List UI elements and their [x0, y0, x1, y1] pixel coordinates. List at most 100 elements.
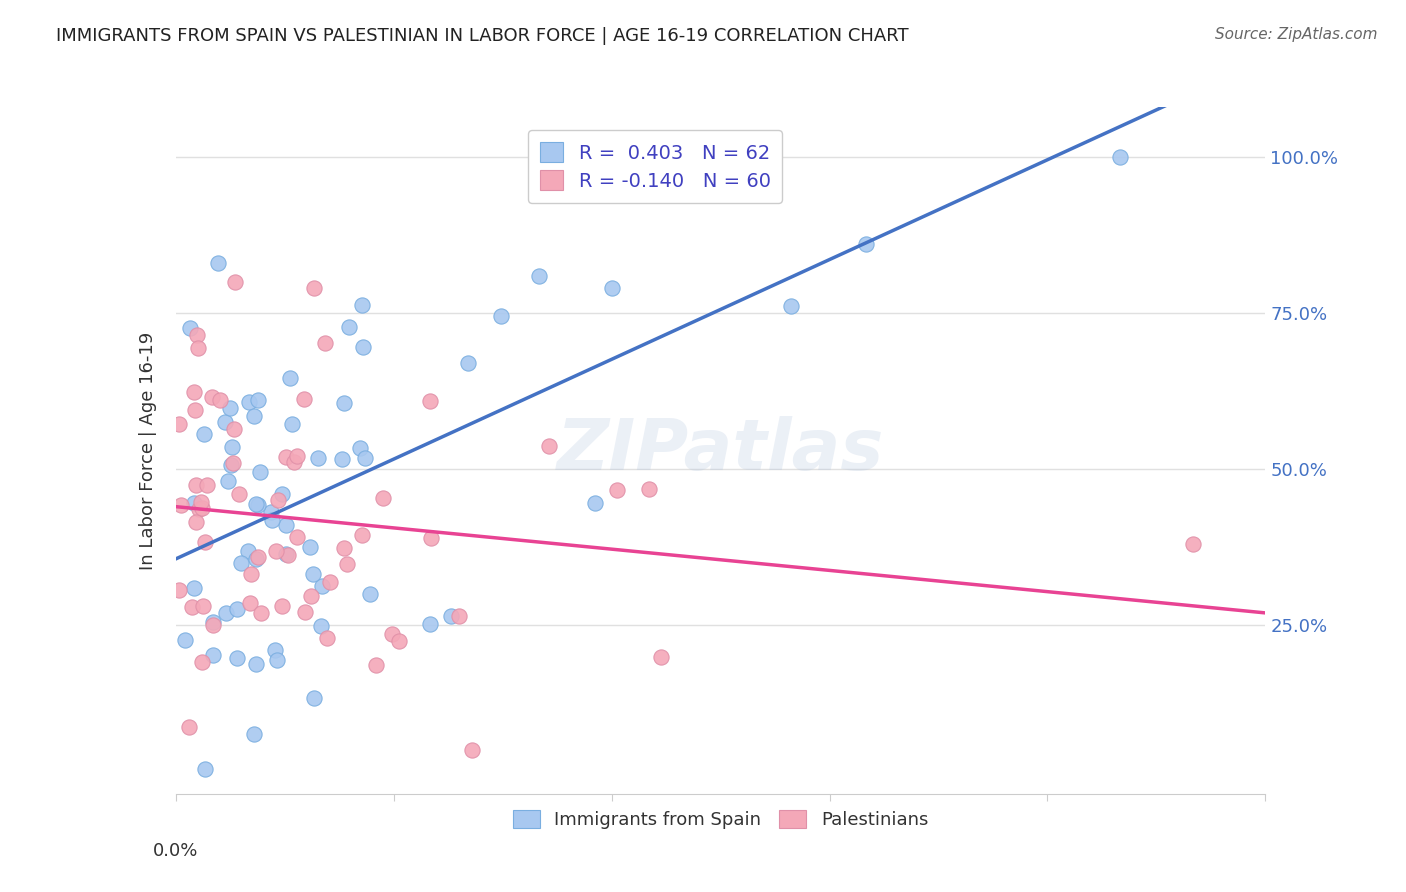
- Point: [606, 483, 628, 497]
- Point: [330, 452, 353, 467]
- Point: [311, 579, 333, 593]
- Point: [214, 415, 236, 429]
- Point: [302, 690, 325, 705]
- Point: [181, 599, 204, 614]
- Point: [245, 551, 267, 566]
- Point: [260, 512, 283, 526]
- Point: [352, 340, 374, 354]
- Point: [191, 599, 214, 613]
- Point: [224, 422, 246, 436]
- Point: [600, 281, 623, 295]
- Text: IMMIGRANTS FROM SPAIN VS PALESTINIAN IN LABOR FORCE | AGE 16-19 CORRELATION CHAR: IMMIGRANTS FROM SPAIN VS PALESTINIAN IN …: [56, 27, 908, 45]
- Text: Source: ZipAtlas.com: Source: ZipAtlas.com: [1215, 27, 1378, 42]
- Point: [224, 275, 246, 289]
- Point: [332, 395, 354, 409]
- Point: [419, 617, 441, 632]
- Point: [263, 643, 285, 657]
- Point: [336, 558, 359, 572]
- Point: [855, 237, 877, 252]
- Point: [179, 321, 201, 335]
- Point: [274, 547, 297, 561]
- Point: [188, 501, 211, 516]
- Point: [419, 393, 441, 408]
- Point: [183, 495, 205, 509]
- Point: [1181, 537, 1204, 551]
- Point: [319, 574, 342, 589]
- Point: [277, 548, 299, 562]
- Point: [350, 297, 373, 311]
- Point: [202, 618, 225, 632]
- Point: [440, 609, 463, 624]
- Point: [271, 599, 294, 614]
- Point: [202, 615, 225, 630]
- Point: [225, 651, 247, 665]
- Point: [209, 392, 232, 407]
- Point: [349, 441, 371, 455]
- Point: [170, 498, 193, 512]
- Point: [537, 439, 560, 453]
- Point: [239, 566, 262, 581]
- Point: [250, 606, 273, 620]
- Point: [359, 587, 381, 601]
- Point: [294, 605, 316, 619]
- Point: [264, 544, 287, 558]
- Point: [243, 409, 266, 424]
- Point: [169, 417, 191, 431]
- Point: [267, 492, 290, 507]
- Point: [738, 169, 761, 183]
- Point: [245, 657, 267, 672]
- Point: [274, 450, 297, 464]
- Point: [650, 650, 672, 665]
- Point: [381, 627, 404, 641]
- Point: [177, 720, 200, 734]
- Point: [238, 395, 260, 409]
- Point: [194, 762, 217, 776]
- Point: [364, 658, 387, 673]
- Point: [285, 529, 308, 543]
- Point: [527, 268, 550, 283]
- Point: [190, 495, 212, 509]
- Point: [173, 632, 195, 647]
- Point: [225, 602, 247, 616]
- Point: [489, 309, 512, 323]
- Point: [193, 426, 215, 441]
- Point: [292, 392, 315, 406]
- Point: [354, 451, 377, 466]
- Point: [420, 531, 443, 545]
- Point: [1109, 150, 1132, 164]
- Point: [219, 458, 242, 472]
- Legend: Immigrants from Spain, Palestinians: Immigrants from Spain, Palestinians: [502, 798, 939, 839]
- Point: [637, 483, 659, 497]
- Point: [285, 449, 308, 463]
- Point: [201, 390, 224, 404]
- Point: [194, 535, 217, 549]
- Point: [281, 417, 304, 432]
- Point: [247, 550, 270, 565]
- Point: [242, 727, 264, 741]
- Text: 0.0%: 0.0%: [153, 842, 198, 860]
- Point: [239, 596, 262, 610]
- Point: [314, 335, 336, 350]
- Point: [388, 633, 411, 648]
- Point: [247, 498, 270, 512]
- Point: [191, 500, 214, 515]
- Point: [274, 517, 297, 532]
- Point: [219, 401, 242, 416]
- Point: [215, 606, 238, 620]
- Point: [302, 566, 325, 581]
- Point: [183, 385, 205, 400]
- Point: [249, 465, 271, 479]
- Point: [266, 652, 288, 666]
- Point: [299, 589, 322, 603]
- Point: [309, 619, 332, 633]
- Point: [183, 582, 205, 596]
- Point: [307, 451, 329, 466]
- Point: [457, 356, 479, 370]
- Point: [245, 497, 267, 511]
- Point: [186, 478, 208, 492]
- Point: [186, 515, 208, 529]
- Point: [373, 491, 395, 505]
- Point: [333, 541, 356, 556]
- Point: [228, 487, 250, 501]
- Point: [186, 328, 208, 343]
